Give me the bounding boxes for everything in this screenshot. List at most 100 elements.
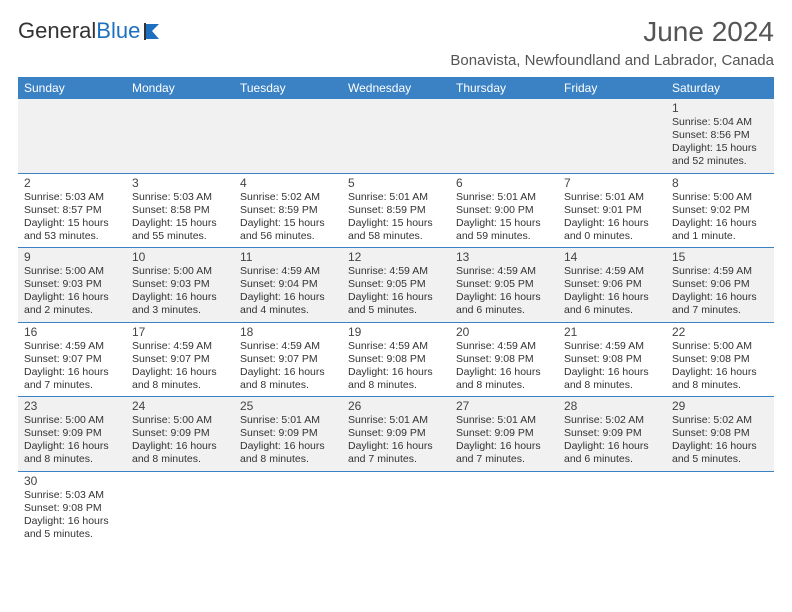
weekday-header: Tuesday [234, 77, 342, 99]
empty-day-cell [558, 99, 666, 173]
daylight-line: Daylight: 16 hours and 5 minutes. [24, 515, 120, 541]
sunset-line: Sunset: 9:00 PM [456, 204, 552, 217]
daylight-line: Daylight: 16 hours and 8 minutes. [132, 440, 228, 466]
day-number: 1 [672, 101, 768, 115]
day-cell: 4Sunrise: 5:02 AMSunset: 8:59 PMDaylight… [234, 173, 342, 248]
sunset-line: Sunset: 9:08 PM [456, 353, 552, 366]
calendar-week-row: 2Sunrise: 5:03 AMSunset: 8:57 PMDaylight… [18, 173, 774, 248]
sunrise-line: Sunrise: 5:00 AM [132, 265, 228, 278]
sunrise-line: Sunrise: 5:02 AM [564, 414, 660, 427]
daylight-line: Daylight: 15 hours and 53 minutes. [24, 217, 120, 243]
brand-logo: GeneralBlue [18, 18, 170, 44]
empty-day-cell [450, 471, 558, 545]
day-cell: 10Sunrise: 5:00 AMSunset: 9:03 PMDayligh… [126, 248, 234, 323]
weekday-header: Thursday [450, 77, 558, 99]
sunset-line: Sunset: 9:04 PM [240, 278, 336, 291]
sunset-line: Sunset: 9:09 PM [456, 427, 552, 440]
sunrise-line: Sunrise: 5:00 AM [24, 265, 120, 278]
day-number: 19 [348, 325, 444, 339]
empty-day-cell [126, 99, 234, 173]
day-number: 24 [132, 399, 228, 413]
day-cell: 7Sunrise: 5:01 AMSunset: 9:01 PMDaylight… [558, 173, 666, 248]
day-number: 17 [132, 325, 228, 339]
sunrise-line: Sunrise: 5:00 AM [132, 414, 228, 427]
sunset-line: Sunset: 9:02 PM [672, 204, 768, 217]
month-title: June 2024 [450, 18, 774, 46]
day-cell: 29Sunrise: 5:02 AMSunset: 9:08 PMDayligh… [666, 397, 774, 472]
day-number: 18 [240, 325, 336, 339]
day-cell: 6Sunrise: 5:01 AMSunset: 9:00 PMDaylight… [450, 173, 558, 248]
sunrise-line: Sunrise: 5:03 AM [24, 191, 120, 204]
sunrise-line: Sunrise: 5:01 AM [564, 191, 660, 204]
weekday-header: Friday [558, 77, 666, 99]
daylight-line: Daylight: 16 hours and 3 minutes. [132, 291, 228, 317]
day-number: 25 [240, 399, 336, 413]
sunrise-line: Sunrise: 5:02 AM [240, 191, 336, 204]
day-number: 10 [132, 250, 228, 264]
daylight-line: Daylight: 16 hours and 7 minutes. [348, 440, 444, 466]
day-cell: 9Sunrise: 5:00 AMSunset: 9:03 PMDaylight… [18, 248, 126, 323]
sunrise-line: Sunrise: 4:59 AM [564, 340, 660, 353]
sunset-line: Sunset: 9:05 PM [348, 278, 444, 291]
day-number: 16 [24, 325, 120, 339]
sunrise-line: Sunrise: 5:01 AM [348, 191, 444, 204]
sunrise-line: Sunrise: 5:01 AM [456, 414, 552, 427]
sunrise-line: Sunrise: 5:04 AM [672, 116, 768, 129]
sunset-line: Sunset: 8:59 PM [348, 204, 444, 217]
sunrise-line: Sunrise: 4:59 AM [348, 265, 444, 278]
day-number: 15 [672, 250, 768, 264]
day-number: 30 [24, 474, 120, 488]
day-number: 23 [24, 399, 120, 413]
day-cell: 5Sunrise: 5:01 AMSunset: 8:59 PMDaylight… [342, 173, 450, 248]
sunset-line: Sunset: 9:07 PM [132, 353, 228, 366]
sunrise-line: Sunrise: 4:59 AM [672, 265, 768, 278]
sunset-line: Sunset: 8:58 PM [132, 204, 228, 217]
sunset-line: Sunset: 9:01 PM [564, 204, 660, 217]
daylight-line: Daylight: 16 hours and 6 minutes. [564, 291, 660, 317]
day-cell: 18Sunrise: 4:59 AMSunset: 9:07 PMDayligh… [234, 322, 342, 397]
empty-day-cell [558, 471, 666, 545]
calendar-table: SundayMondayTuesdayWednesdayThursdayFrid… [18, 77, 774, 545]
sunset-line: Sunset: 9:09 PM [564, 427, 660, 440]
sunrise-line: Sunrise: 4:59 AM [456, 340, 552, 353]
sunrise-line: Sunrise: 5:02 AM [672, 414, 768, 427]
brand-word-2: Blue [96, 18, 140, 43]
day-number: 26 [348, 399, 444, 413]
daylight-line: Daylight: 16 hours and 8 minutes. [132, 366, 228, 392]
daylight-line: Daylight: 16 hours and 4 minutes. [240, 291, 336, 317]
day-number: 3 [132, 176, 228, 190]
sunrise-line: Sunrise: 4:59 AM [240, 265, 336, 278]
calendar-week-row: 30Sunrise: 5:03 AMSunset: 9:08 PMDayligh… [18, 471, 774, 545]
sunset-line: Sunset: 9:08 PM [672, 427, 768, 440]
sunset-line: Sunset: 9:08 PM [672, 353, 768, 366]
sunrise-line: Sunrise: 4:59 AM [24, 340, 120, 353]
daylight-line: Daylight: 16 hours and 8 minutes. [240, 440, 336, 466]
location: Bonavista, Newfoundland and Labrador, Ca… [450, 52, 774, 69]
day-cell: 30Sunrise: 5:03 AMSunset: 9:08 PMDayligh… [18, 471, 126, 545]
sunrise-line: Sunrise: 4:59 AM [348, 340, 444, 353]
sunset-line: Sunset: 9:07 PM [240, 353, 336, 366]
day-number: 7 [564, 176, 660, 190]
daylight-line: Daylight: 16 hours and 8 minutes. [456, 366, 552, 392]
day-cell: 1Sunrise: 5:04 AMSunset: 8:56 PMDaylight… [666, 99, 774, 173]
sunrise-line: Sunrise: 5:01 AM [456, 191, 552, 204]
day-number: 20 [456, 325, 552, 339]
sunrise-line: Sunrise: 5:03 AM [24, 489, 120, 502]
day-cell: 21Sunrise: 4:59 AMSunset: 9:08 PMDayligh… [558, 322, 666, 397]
calendar-header-row: SundayMondayTuesdayWednesdayThursdayFrid… [18, 77, 774, 99]
day-cell: 16Sunrise: 4:59 AMSunset: 9:07 PMDayligh… [18, 322, 126, 397]
day-number: 22 [672, 325, 768, 339]
weekday-header: Sunday [18, 77, 126, 99]
day-cell: 13Sunrise: 4:59 AMSunset: 9:05 PMDayligh… [450, 248, 558, 323]
day-number: 9 [24, 250, 120, 264]
daylight-line: Daylight: 16 hours and 6 minutes. [456, 291, 552, 317]
sunset-line: Sunset: 8:57 PM [24, 204, 120, 217]
day-cell: 14Sunrise: 4:59 AMSunset: 9:06 PMDayligh… [558, 248, 666, 323]
daylight-line: Daylight: 16 hours and 8 minutes. [24, 440, 120, 466]
daylight-line: Daylight: 15 hours and 52 minutes. [672, 142, 768, 168]
daylight-line: Daylight: 15 hours and 59 minutes. [456, 217, 552, 243]
sunrise-line: Sunrise: 4:59 AM [456, 265, 552, 278]
sunset-line: Sunset: 9:09 PM [132, 427, 228, 440]
daylight-line: Daylight: 16 hours and 8 minutes. [672, 366, 768, 392]
title-block: June 2024 Bonavista, Newfoundland and La… [450, 18, 774, 69]
